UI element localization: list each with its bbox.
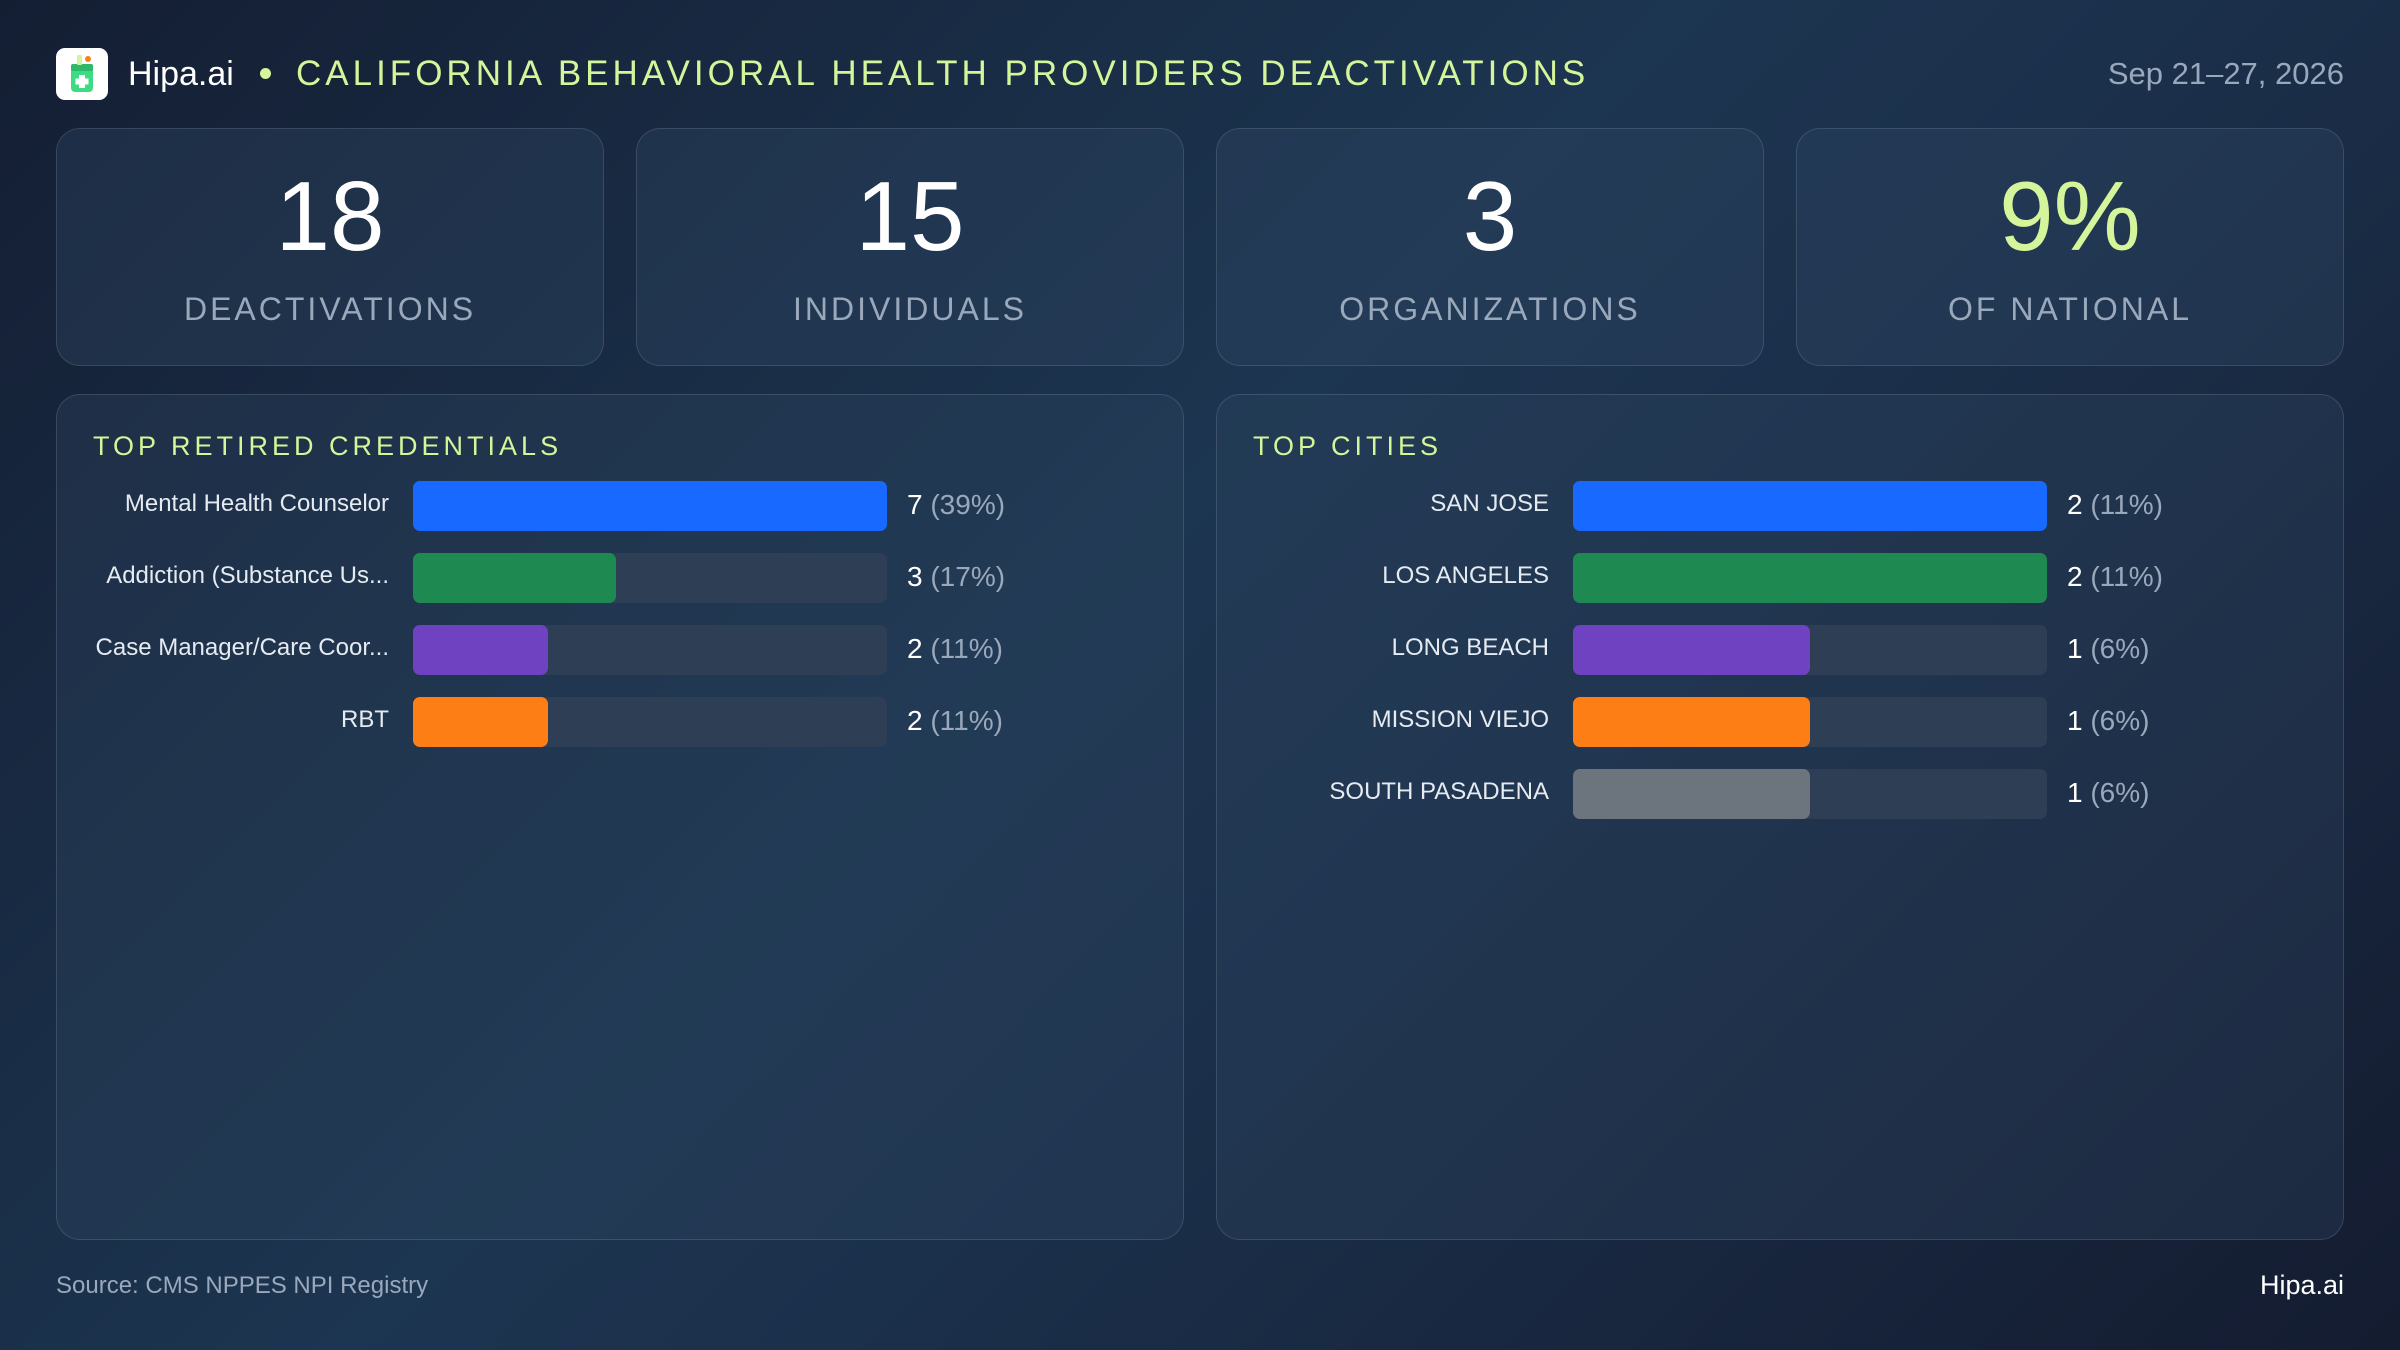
- bar-track: [413, 481, 887, 531]
- page-title: CALIFORNIA BEHAVIORAL HEALTH PROVIDERS D…: [296, 54, 1590, 93]
- bar-category-label: Addiction (Substance Us...: [106, 562, 389, 589]
- bar-track: [1573, 625, 2047, 675]
- bar-count: 2: [907, 705, 923, 736]
- header: Hipa.ai CALIFORNIA BEHAVIORAL HEALTH PRO…: [56, 48, 2344, 100]
- bar-count: 1: [2067, 705, 2083, 736]
- bar: [1573, 769, 1810, 819]
- bar-track: [1573, 481, 2047, 531]
- bar-percent: (39%): [930, 489, 1006, 520]
- bar-track: [1573, 553, 2047, 603]
- bar-percent: (17%): [930, 561, 1006, 592]
- bar-percent: (11%): [2090, 561, 2163, 592]
- bar-track: [413, 553, 887, 603]
- bar-count: 2: [2067, 561, 2083, 592]
- bar-row: LONG BEACH 1 (6%): [1217, 625, 2343, 675]
- separator-dot: [260, 68, 271, 79]
- bar-row: RBT 2 (11%): [57, 697, 1183, 747]
- bar-count: 3: [907, 561, 923, 592]
- kpi-label: INDIVIDUALS: [793, 291, 1027, 327]
- credentials-chart-panel: TOP RETIRED CREDENTIALS Mental Health Co…: [56, 394, 1184, 1240]
- bar-value-label: 1 (6%): [2067, 705, 2149, 737]
- bar-value-label: 1 (6%): [2067, 633, 2149, 665]
- bar-row: Mental Health Counselor 7 (39%): [57, 481, 1183, 531]
- chart-title: TOP RETIRED CREDENTIALS: [93, 431, 563, 461]
- bar-percent: (6%): [2090, 777, 2150, 808]
- kpi-label: ORGANIZATIONS: [1339, 291, 1641, 327]
- bar: [1573, 553, 2047, 603]
- kpi-value: 3: [1462, 161, 1518, 271]
- bar: [413, 481, 887, 531]
- bar-category-label: Case Manager/Care Coor...: [95, 634, 389, 661]
- date-range: Sep 21–27, 2026: [2107, 56, 2344, 91]
- bar-track: [413, 625, 887, 675]
- chart-title: TOP CITIES: [1253, 431, 1443, 461]
- bar-row: Case Manager/Care Coor... 2 (11%): [57, 625, 1183, 675]
- bar-category-label: MISSION VIEJO: [1371, 706, 1549, 733]
- bar-row: SOUTH PASADENA 1 (6%): [1217, 769, 2343, 819]
- bar-track: [1573, 769, 2047, 819]
- bar-category-label: Mental Health Counselor: [124, 490, 389, 517]
- bar-percent: (6%): [2090, 633, 2150, 664]
- bar-value-label: 1 (6%): [2067, 777, 2149, 809]
- bar-value-label: 2 (11%): [2067, 561, 2163, 593]
- cities-chart-panel: TOP CITIES SAN JOSE 2 (11%) LOS ANGELES 2 (…: [1216, 394, 2344, 1240]
- bar-percent: (11%): [930, 633, 1003, 664]
- bar-count: 7: [907, 489, 923, 520]
- bar-row: LOS ANGELES 2 (11%): [1217, 553, 2343, 603]
- bar-track: [413, 697, 887, 747]
- bar: [413, 697, 548, 747]
- bar-category-label: SOUTH PASADENA: [1329, 778, 1549, 805]
- bar: [1573, 625, 1810, 675]
- footer-brand: Hipa.ai: [2259, 1270, 2344, 1300]
- bar-value-label: 3 (17%): [907, 561, 1005, 593]
- kpi-card-organizations: 3 ORGANIZATIONS: [1216, 128, 1764, 366]
- kpi-value: 18: [275, 161, 385, 271]
- bar-row: MISSION VIEJO 1 (6%): [1217, 697, 2343, 747]
- bar-category-label: LONG BEACH: [1391, 634, 1549, 661]
- kpi-value: 15: [855, 161, 965, 271]
- kpi-label: DEACTIVATIONS: [183, 291, 477, 327]
- bar-percent: (11%): [2090, 489, 2163, 520]
- bar-value-label: 7 (39%): [907, 489, 1005, 521]
- bar-track: [1573, 697, 2047, 747]
- bar-count: 1: [2067, 633, 2083, 664]
- kpi-value: 9%: [1999, 161, 2141, 271]
- bar-row: SAN JOSE 2 (11%): [1217, 481, 2343, 531]
- bar-category-label: RBT: [341, 706, 389, 733]
- bar-percent: (11%): [930, 705, 1003, 736]
- bar: [1573, 481, 2047, 531]
- bar-category-label: LOS ANGELES: [1382, 562, 1549, 589]
- bar-count: 2: [2067, 489, 2083, 520]
- bar: [1573, 697, 1810, 747]
- source-note: Source: CMS NPPES NPI Registry: [56, 1272, 429, 1299]
- brand-name: Hipa.ai: [128, 55, 234, 93]
- hipa-logo-icon: [56, 48, 108, 100]
- kpi-card-of-national: 9% OF NATIONAL: [1796, 128, 2344, 366]
- bar-value-label: 2 (11%): [907, 705, 1003, 737]
- bar-value-label: 2 (11%): [2067, 489, 2163, 521]
- kpi-label: OF NATIONAL: [1948, 291, 2192, 327]
- kpi-card-individuals: 15 INDIVIDUALS: [636, 128, 1184, 366]
- bar-row: Addiction (Substance Us... 3 (17%): [57, 553, 1183, 603]
- bar-percent: (6%): [2090, 705, 2150, 736]
- bar-count: 2: [907, 633, 923, 664]
- bar-count: 1: [2067, 777, 2083, 808]
- bar-value-label: 2 (11%): [907, 633, 1003, 665]
- bar: [413, 625, 548, 675]
- bar-category-label: SAN JOSE: [1430, 490, 1549, 517]
- bar: [413, 553, 616, 603]
- kpi-card-deactivations: 18 DEACTIVATIONS: [56, 128, 604, 366]
